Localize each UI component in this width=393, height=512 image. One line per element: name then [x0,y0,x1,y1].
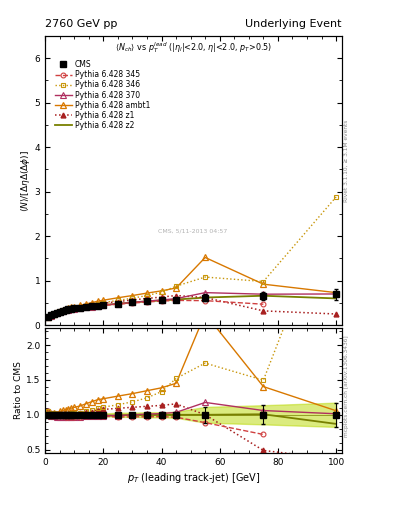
Text: $\langle N_{ch}\rangle$ vs $p_T^{lead}$ ($|\eta_l|$<2.0, $\eta|$<2.0, $p_T$>0.5): $\langle N_{ch}\rangle$ vs $p_T^{lead}$ … [115,40,272,55]
Text: Underlying Event: Underlying Event [245,18,342,29]
Text: CMS, 5/11-2013 04:57: CMS, 5/11-2013 04:57 [158,228,227,233]
Text: Rivet 3.1.10, ≥ 3.1M events: Rivet 3.1.10, ≥ 3.1M events [344,120,349,202]
Legend: CMS, Pythia 6.428 345, Pythia 6.428 346, Pythia 6.428 370, Pythia 6.428 ambt1, P: CMS, Pythia 6.428 345, Pythia 6.428 346,… [52,57,153,133]
Y-axis label: $\langle N\rangle/[\Delta\eta\Delta(\Delta\phi)]$: $\langle N\rangle/[\Delta\eta\Delta(\Del… [19,150,32,211]
Y-axis label: Ratio to CMS: Ratio to CMS [14,361,23,419]
Text: 2760 GeV pp: 2760 GeV pp [45,18,118,29]
X-axis label: $p_T$ (leading track-jet) [GeV]: $p_T$ (leading track-jet) [GeV] [127,471,260,485]
Text: mcplots.cern.ch [arXiv:1306.3436]: mcplots.cern.ch [arXiv:1306.3436] [344,336,349,437]
